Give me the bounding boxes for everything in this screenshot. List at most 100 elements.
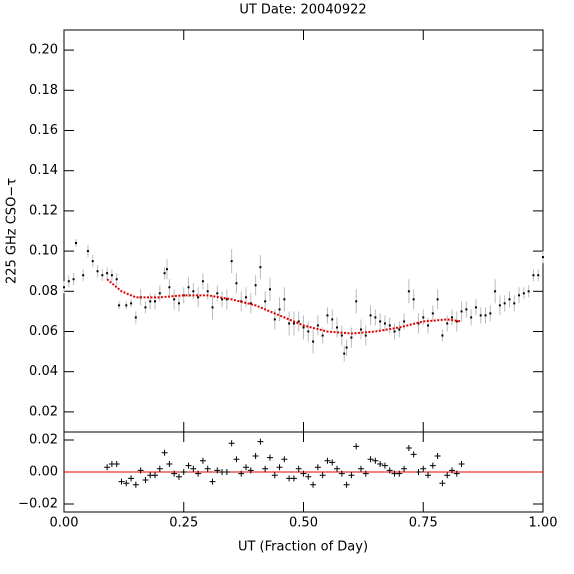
residual-point xyxy=(180,469,187,475)
data-point xyxy=(163,272,166,275)
residual-point xyxy=(425,472,432,479)
residual-point xyxy=(204,465,211,472)
data-point xyxy=(388,324,391,327)
data-point xyxy=(350,336,353,339)
data-point xyxy=(393,330,396,333)
y-tick-label: 0.02 xyxy=(29,433,58,448)
residual-point xyxy=(214,467,221,474)
data-point xyxy=(144,306,147,309)
data-point xyxy=(403,320,406,323)
data-point xyxy=(398,328,401,331)
data-point xyxy=(91,260,94,263)
data-point xyxy=(522,292,525,295)
data-point xyxy=(96,270,99,273)
data-point xyxy=(292,322,295,325)
y-tick-label: 0.10 xyxy=(29,244,58,259)
residual-point xyxy=(305,473,312,480)
data-point xyxy=(134,316,137,319)
data-point xyxy=(343,352,346,355)
residual-point xyxy=(429,462,436,469)
data-point xyxy=(379,320,382,323)
data-point xyxy=(383,322,386,325)
data-point xyxy=(527,290,530,293)
data-point xyxy=(72,278,75,281)
residual-point xyxy=(195,470,202,477)
residual-point xyxy=(223,469,230,475)
data-point xyxy=(177,302,180,305)
data-point xyxy=(63,286,65,289)
residual-point xyxy=(362,470,369,477)
data-point xyxy=(197,296,200,299)
data-point xyxy=(494,290,497,293)
residual-point xyxy=(209,478,216,485)
data-point xyxy=(474,306,477,309)
x-tick-label: 0.25 xyxy=(169,516,198,531)
y-tick-label: 0.06 xyxy=(29,324,58,339)
residual-point xyxy=(276,464,283,471)
data-point xyxy=(302,326,305,329)
residual-point xyxy=(152,472,159,479)
residual-point xyxy=(396,470,403,477)
data-point xyxy=(154,300,157,303)
residual-point xyxy=(233,456,240,463)
residual-point xyxy=(185,462,192,469)
data-point xyxy=(249,302,252,305)
residual-point xyxy=(329,459,336,466)
residual-point xyxy=(271,472,278,479)
residual-point xyxy=(228,440,235,447)
data-point xyxy=(283,298,286,301)
residual-point xyxy=(281,456,288,463)
residual-point xyxy=(132,481,139,488)
data-point xyxy=(278,308,281,311)
residual-point xyxy=(171,470,178,477)
residual-point xyxy=(314,464,321,471)
data-point xyxy=(518,294,521,297)
data-point xyxy=(101,274,104,277)
data-point xyxy=(345,346,348,349)
data-point xyxy=(532,274,535,277)
data-point xyxy=(216,292,219,295)
data-point xyxy=(106,272,109,275)
data-point xyxy=(259,266,262,269)
x-tick-label: 1.00 xyxy=(529,516,558,531)
residual-point xyxy=(156,465,163,472)
y-tick-label: 0.16 xyxy=(29,123,58,138)
residual-point xyxy=(448,467,455,474)
residual-point xyxy=(295,465,302,472)
data-point xyxy=(359,328,362,331)
data-point xyxy=(168,286,171,289)
y-tick-label: 0.14 xyxy=(29,163,58,178)
residual-point xyxy=(199,457,206,464)
data-point xyxy=(412,298,415,301)
data-point xyxy=(273,318,276,321)
residual-point xyxy=(247,467,254,474)
residual-point xyxy=(410,451,417,458)
residual-point xyxy=(238,470,245,477)
residual-point xyxy=(405,445,412,451)
x-tick-label: 0.00 xyxy=(50,516,79,531)
data-point xyxy=(340,334,343,337)
x-tick-label: 0.75 xyxy=(409,516,438,531)
data-point xyxy=(355,300,358,303)
residual-point xyxy=(319,472,326,479)
data-point xyxy=(86,250,89,253)
data-point xyxy=(479,314,482,317)
residual-point xyxy=(338,470,345,477)
data-point xyxy=(201,280,204,283)
y-tick-label: 0.00 xyxy=(29,465,58,480)
residual-point xyxy=(266,454,273,461)
data-point xyxy=(173,298,176,301)
residual-point xyxy=(434,453,441,459)
data-point xyxy=(264,300,267,303)
data-point xyxy=(331,318,334,321)
y-tick-label: 0.20 xyxy=(29,43,58,58)
data-point xyxy=(427,324,430,327)
data-point xyxy=(187,286,190,289)
data-point xyxy=(118,304,121,307)
data-point xyxy=(110,274,113,277)
data-point xyxy=(441,334,444,337)
residual-point xyxy=(324,457,331,464)
fit-line xyxy=(106,278,462,335)
residual-point xyxy=(175,473,182,480)
data-point xyxy=(206,290,209,293)
